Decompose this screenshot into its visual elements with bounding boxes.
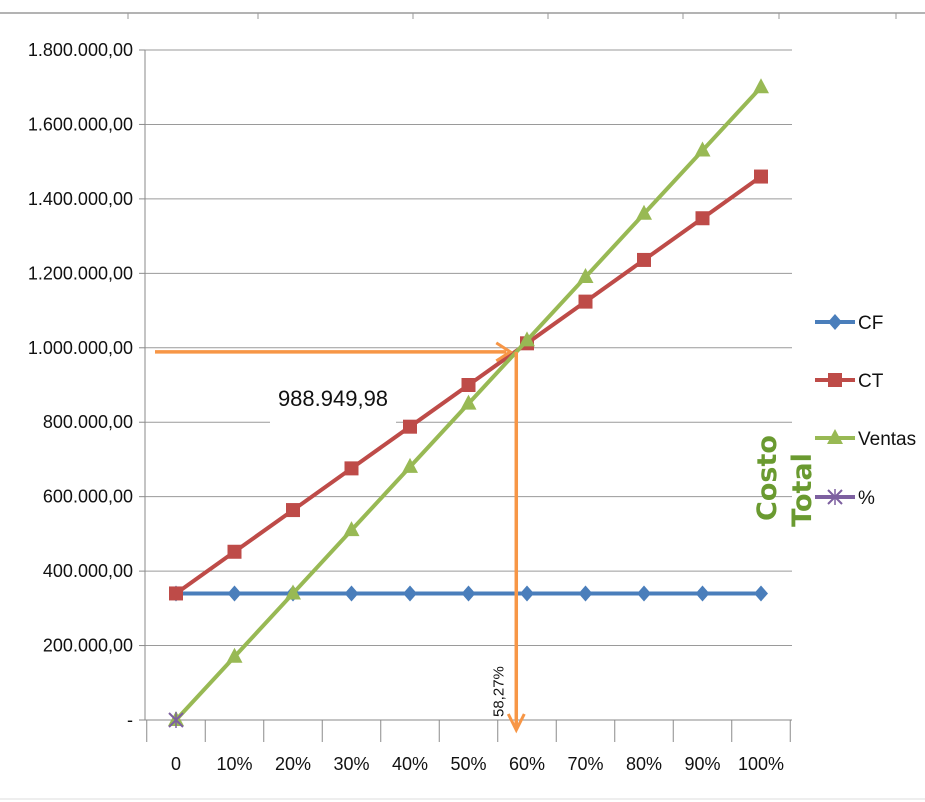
series-ct-point (637, 253, 651, 267)
series-cf-point (696, 585, 710, 601)
legend-label: CT (858, 371, 884, 392)
series-ct-point (403, 420, 417, 434)
series-ct-point (754, 170, 768, 184)
y-tick-label: 200.000,00 (43, 636, 133, 656)
x-tick-label: 10% (216, 754, 252, 774)
x-tick-label: 0 (171, 754, 181, 774)
legend-item-percent: % (815, 488, 875, 509)
break-even-value-label: 988.949,98 (278, 386, 388, 411)
y-tick-labels: - 200.000,00 400.000,00 600.000,00 800.000,0… (28, 40, 133, 730)
series-ct-point (579, 295, 593, 309)
legend-item-ct: CT (815, 371, 884, 392)
y-tick-label: - (127, 710, 133, 730)
series-ct (169, 170, 768, 601)
legend-item-cf: CF (815, 313, 883, 334)
x-tick-label: 70% (567, 754, 603, 774)
series-ct-point (228, 545, 242, 559)
series-ventas-point (753, 78, 769, 93)
y-tick-label: 1.000.000,00 (28, 338, 133, 358)
x-tick-label: 80% (626, 754, 662, 774)
x-tick-label: 50% (450, 754, 486, 774)
series-ct-point (345, 461, 359, 475)
legend: CF CT Ventas% (815, 313, 916, 509)
side-title-line-1: Costo (752, 435, 783, 521)
top-border-ticks (128, 13, 896, 19)
x-tick-label: 100% (738, 754, 784, 774)
legend-swatch-marker (828, 314, 842, 330)
series-cf-point (345, 585, 359, 601)
series-cf-point (520, 585, 534, 601)
y-tick-label: 1.600.000,00 (28, 114, 133, 134)
series-cf-point (579, 585, 593, 601)
legend-label: % (858, 488, 875, 509)
y-tick-label: 1.200.000,00 (28, 263, 133, 283)
series-cf-point (462, 585, 476, 601)
series-ct-point (696, 211, 710, 225)
break-even-percent-label: 58,27% (490, 666, 507, 717)
series-cf-point (403, 585, 417, 601)
legend-label: Ventas (858, 429, 916, 450)
side-title-line-2: Total (787, 453, 818, 527)
series-cf-point (754, 585, 768, 601)
series-cf (169, 585, 768, 601)
y-tick-label: 1.400.000,00 (28, 189, 133, 209)
series-ct-point (169, 586, 183, 600)
side-title: Costo Total (752, 435, 818, 527)
x-tick-labels: 0 10% 20% 30% 40% 50% 60% 70% 80% 90% 100% (171, 754, 784, 774)
y-tick-label: 600.000,00 (43, 487, 133, 507)
series-ventas (168, 78, 769, 726)
x-tick-label: 40% (392, 754, 428, 774)
series-cf-point (637, 585, 651, 601)
y-tick-label: 800.000,00 (43, 412, 133, 432)
series-ct-point (286, 503, 300, 517)
y-tick-label: 400.000,00 (43, 561, 133, 581)
x-tick-label: 60% (509, 754, 545, 774)
series-ct-point (462, 378, 476, 392)
legend-item-ventas: Ventas (815, 429, 916, 450)
legend-label: CF (858, 313, 883, 334)
series-cf-point (228, 585, 242, 601)
legend-swatch-marker (828, 373, 842, 387)
x-tick-label: 20% (275, 754, 311, 774)
x-tick-label: 90% (684, 754, 720, 774)
x-tick-label: 30% (333, 754, 369, 774)
series-layer (168, 78, 769, 728)
y-tick-label: 1.800.000,00 (28, 40, 133, 60)
